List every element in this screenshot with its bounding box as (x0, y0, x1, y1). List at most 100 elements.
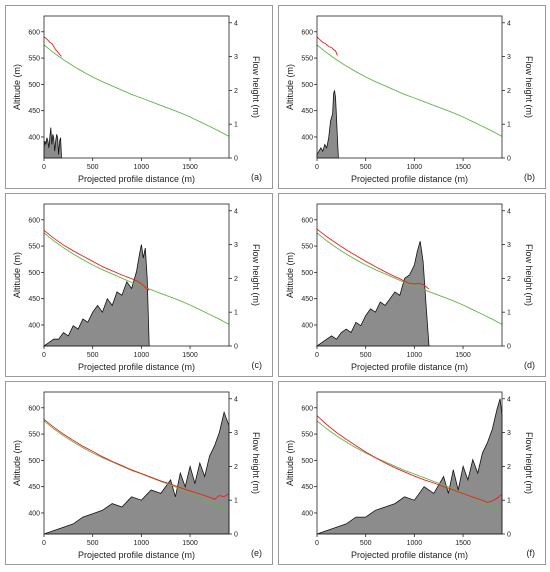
x-tick-label: 1000 (134, 352, 150, 359)
y-left-tick-label: 400 (28, 322, 40, 329)
y-left-tick-label: 500 (301, 270, 313, 277)
y-right-tick-label: 4 (234, 208, 238, 215)
panel-f: 0 500 1000 1500 400 450 500 550 600 0 1 2 3 4 Projecte… (278, 381, 546, 565)
flow-height-area (316, 398, 503, 535)
y-left-axis-title: Altitude (m) (12, 440, 22, 486)
chart-f: 0 500 1000 1500 400 450 500 550 600 0 1 2 3 4 Projecte… (285, 391, 535, 560)
y-right-tick-label: 0 (507, 532, 511, 539)
y-left-tick-label: 600 (28, 217, 40, 224)
panel-e: 0 500 1000 1500 400 450 500 550 600 0 1 2 3 4 Projecte… (5, 381, 273, 565)
y-right-tick-label: 2 (234, 276, 238, 283)
y-left-tick-label: 400 (301, 322, 313, 329)
y-right-tick-label: 1 (234, 498, 238, 505)
x-tick-label: 1500 (182, 352, 198, 359)
y-right-tick-label: 4 (507, 396, 511, 403)
y-left-tick-label: 450 (301, 296, 313, 303)
y-left-tick-label: 550 (28, 432, 40, 439)
y-right-tick-label: 3 (234, 430, 238, 437)
y-right-tick-label: 3 (507, 430, 511, 437)
y-left-tick-label: 600 (28, 405, 40, 412)
x-tick-label: 1500 (455, 164, 471, 171)
y-left-tick-label: 400 (28, 510, 40, 517)
terrain-line (316, 232, 503, 325)
x-tick-label: 0 (315, 540, 319, 547)
plot-frame (316, 15, 503, 159)
x-tick-label: 1000 (134, 164, 150, 171)
y-right-tick-label: 0 (234, 156, 238, 163)
panel-a: 0 500 1000 1500 400 450 500 550 600 0 1 2 3 4 Projecte… (5, 5, 273, 189)
y-right-tick-label: 0 (507, 156, 511, 163)
y-right-tick-label: 0 (507, 344, 511, 351)
flow-surface-line (316, 36, 338, 56)
x-tick-label: 0 (315, 352, 319, 359)
y-left-tick-label: 400 (28, 134, 40, 141)
x-tick-label: 500 (87, 352, 99, 359)
y-right-tick-label: 1 (507, 122, 511, 129)
y-right-tick-label: 2 (234, 88, 238, 95)
y-left-tick-label: 400 (301, 134, 313, 141)
x-tick-label: 0 (42, 164, 46, 171)
y-right-tick-label: 3 (507, 54, 511, 61)
flow-surface-line (316, 415, 503, 503)
terrain-line (316, 44, 503, 137)
y-left-tick-label: 450 (28, 108, 40, 115)
y-left-tick-label: 500 (28, 270, 40, 277)
x-axis-title: Projected profile distance (m) (78, 174, 195, 184)
y-left-tick-label: 550 (301, 432, 313, 439)
x-tick-label: 1500 (182, 540, 198, 547)
chart-d: 0 500 1000 1500 400 450 500 550 600 0 1 2 3 4 Projecte… (285, 203, 535, 372)
terrain-line (43, 232, 230, 325)
flow-surface-line (43, 418, 230, 500)
flow-height-area (43, 410, 230, 535)
y-left-tick-label: 450 (28, 484, 40, 491)
x-axis-title: Projected profile distance (m) (351, 362, 468, 372)
panel-d: 0 500 1000 1500 400 450 500 550 600 0 1 2 3 4 Projecte… (278, 193, 546, 377)
x-tick-label: 500 (360, 164, 372, 171)
y-right-tick-label: 2 (507, 88, 511, 95)
x-axis-title: Projected profile distance (m) (351, 174, 468, 184)
y-right-tick-label: 1 (507, 310, 511, 317)
y-left-tick-label: 600 (28, 29, 40, 36)
flow-height-area (315, 241, 430, 347)
y-left-tick-label: 550 (28, 56, 40, 63)
y-left-tick-label: 500 (28, 458, 40, 465)
y-left-tick-label: 600 (301, 29, 313, 36)
y-right-tick-label: 4 (234, 396, 238, 403)
y-left-tick-label: 500 (301, 82, 313, 89)
x-axis-title: Projected profile distance (m) (351, 550, 468, 560)
y-right-tick-label: 2 (507, 464, 511, 471)
plot-frame (316, 391, 503, 535)
y-left-tick-label: 600 (301, 405, 313, 412)
panel-label: (e) (251, 548, 262, 558)
y-left-tick-label: 400 (301, 510, 313, 517)
y-left-axis-title: Altitude (m) (285, 64, 295, 110)
x-tick-label: 500 (87, 164, 99, 171)
chart-e: 0 500 1000 1500 400 450 500 550 600 0 1 2 3 4 Projecte… (12, 391, 262, 560)
x-tick-label: 0 (315, 164, 319, 171)
y-left-tick-label: 600 (301, 217, 313, 224)
y-right-tick-label: 1 (234, 122, 238, 129)
x-axis-title: Projected profile distance (m) (78, 362, 195, 372)
y-left-tick-label: 550 (301, 56, 313, 63)
y-right-tick-label: 1 (234, 310, 238, 317)
flow-height-area (316, 90, 339, 159)
x-tick-label: 1000 (407, 352, 423, 359)
x-tick-label: 500 (360, 540, 372, 547)
panel-label: (b) (524, 172, 535, 182)
panel-label: (a) (251, 172, 262, 182)
terrain-line (43, 420, 230, 513)
x-tick-label: 1500 (182, 164, 198, 171)
plot-frame (316, 203, 503, 347)
y-left-axis-title: Altitude (m) (285, 440, 295, 486)
x-tick-label: 1000 (407, 164, 423, 171)
panel-b: 0 500 1000 1500 400 450 500 550 600 0 1 2 3 4 Projecte… (278, 5, 546, 189)
y-left-tick-label: 500 (301, 458, 313, 465)
plot-frame (43, 15, 230, 159)
y-left-tick-label: 450 (301, 484, 313, 491)
y-right-axis-title: Flow height (m) (524, 244, 534, 306)
y-right-tick-label: 3 (234, 242, 238, 249)
y-right-tick-label: 0 (234, 532, 238, 539)
x-tick-label: 500 (360, 352, 372, 359)
y-right-tick-label: 3 (507, 242, 511, 249)
y-right-axis-title: Flow height (m) (251, 244, 261, 306)
